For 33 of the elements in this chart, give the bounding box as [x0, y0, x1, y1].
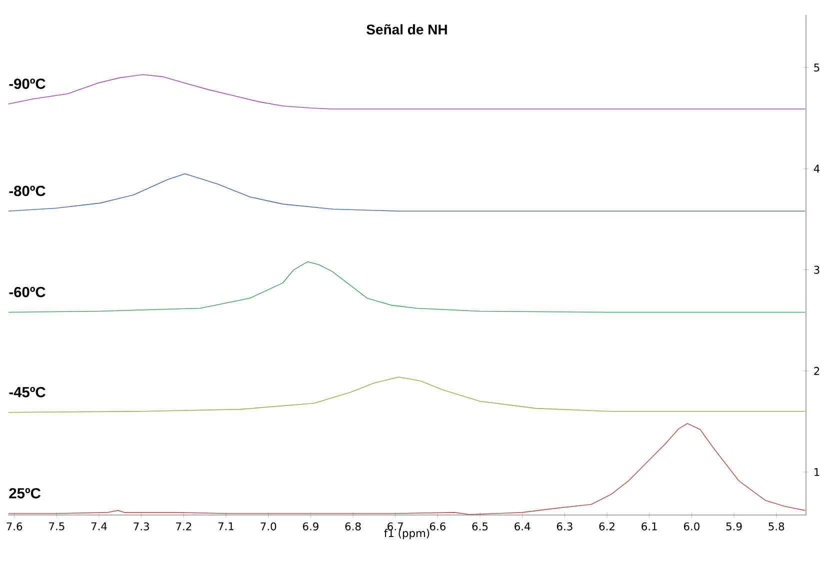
x-tick-label: 6.0: [684, 522, 700, 530]
x-tick-label: 7.1: [218, 522, 234, 530]
x-tick-label: 6.2: [599, 522, 614, 530]
x-tick-label: 6.6: [430, 522, 446, 530]
y-tick-label: 4: [814, 164, 820, 173]
line-series: [8, 261, 806, 313]
line-series: [8, 376, 806, 413]
x-tick-label: 5.8: [768, 522, 784, 530]
x-tick-label: 6.7: [388, 522, 403, 530]
x-tick-label: 7.4: [91, 522, 107, 530]
series-label: -90ºC: [9, 78, 46, 89]
x-tick-label: 6.8: [345, 522, 361, 530]
x-tick-label: 6.4: [514, 522, 530, 530]
x-tick-label: 5.9: [726, 522, 742, 530]
x-tick-label: 7.6: [6, 522, 22, 530]
series-label: 25ºC: [9, 488, 41, 498]
series-label: -60ºC: [9, 286, 46, 298]
x-tick-label: 6.1: [642, 522, 657, 530]
y-tick-label: 3: [814, 266, 820, 274]
x-tick-label: 6.9: [302, 522, 318, 530]
y-tick-label: 2: [814, 366, 820, 375]
x-tick-label: 6.5: [472, 522, 488, 530]
y-tick-label: 1: [814, 468, 820, 476]
x-tick-label: 7.5: [49, 522, 64, 530]
series-label: -80ºC: [9, 186, 46, 196]
series-label: -45ºC: [9, 386, 46, 398]
x-tick-label: 7.2: [176, 522, 192, 530]
text: Señal de NH: [366, 24, 447, 34]
x-tick-label: 7.0: [260, 522, 276, 530]
x-tick-label: 7.3: [134, 522, 149, 530]
x-axis-title: f1 (ppm): [384, 528, 430, 540]
x-tick-label: 6.3: [556, 522, 572, 530]
y-tick-label: 5: [814, 64, 820, 72]
